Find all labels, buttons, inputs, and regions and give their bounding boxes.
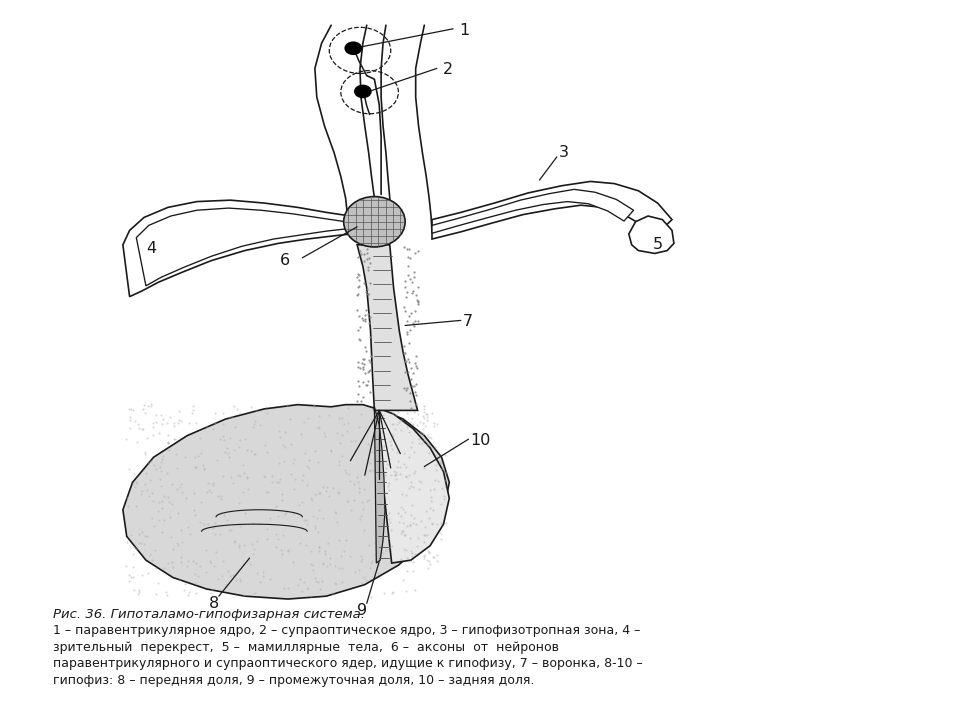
Text: 5: 5 [653,238,663,252]
Polygon shape [432,189,634,233]
Text: Рис. 36. Гипоталамо-гипофизарная система.: Рис. 36. Гипоталамо-гипофизарная система… [53,608,365,621]
Polygon shape [374,407,449,563]
Polygon shape [315,25,377,232]
Text: 7: 7 [463,315,473,329]
Polygon shape [374,407,385,563]
Polygon shape [360,25,392,232]
Text: зрительный  перекрест,  5 –  мамиллярные  тела,  6 –  аксоны  от  нейронов: зрительный перекрест, 5 – мамиллярные те… [53,641,559,654]
Text: паравентрикулярного и супраоптического ядер, идущие к гипофизу, 7 – воронка, 8-1: паравентрикулярного и супраоптического я… [53,657,642,670]
Polygon shape [357,245,418,410]
Polygon shape [123,200,350,297]
Text: 9: 9 [357,603,368,618]
Text: 2: 2 [443,63,453,77]
Circle shape [346,42,362,55]
Polygon shape [629,216,674,253]
Text: 4: 4 [146,241,156,256]
Text: 1 – паравентрикулярное ядро, 2 – супраоптическое ядро, 3 – гипофизотропная зона,: 1 – паравентрикулярное ядро, 2 – супраоп… [53,624,640,637]
Text: гипофиз: 8 – передняя доля, 9 – промежуточная доля, 10 – задняя доля.: гипофиз: 8 – передняя доля, 9 – промежут… [53,674,534,687]
Text: 8: 8 [209,596,220,611]
Text: 1: 1 [459,23,469,37]
Polygon shape [123,405,449,599]
Text: 3: 3 [559,145,568,160]
Text: 10: 10 [470,433,491,448]
Polygon shape [432,181,672,239]
Circle shape [354,86,371,98]
Ellipse shape [344,197,405,247]
Polygon shape [381,25,432,232]
Polygon shape [136,208,346,286]
Text: 6: 6 [280,253,291,268]
